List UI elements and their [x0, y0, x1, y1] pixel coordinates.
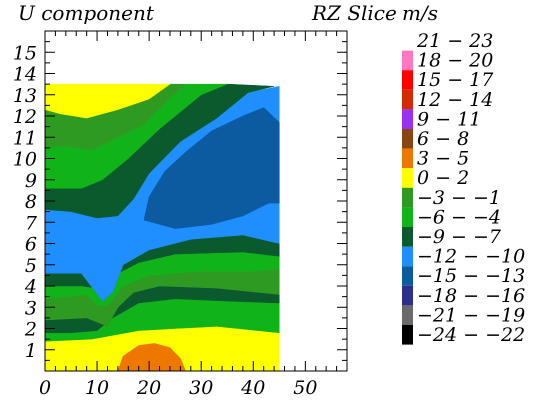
y-tick-label: 5 [25, 255, 37, 277]
legend-label: 15 − 17 [417, 69, 494, 91]
y-tick-label: 2 [24, 319, 37, 341]
legend-label: −15 − −13 [417, 265, 525, 287]
legend-label: 18 − 20 [417, 50, 493, 72]
axis-ticks [44, 31, 347, 371]
legend-swatch [402, 325, 413, 345]
y-tick-label: 8 [25, 191, 37, 213]
units-label: m/s [402, 1, 438, 25]
x-tick-label: 40 [240, 377, 265, 399]
legend-swatch [402, 109, 413, 129]
region-navy-pocket [143, 107, 280, 229]
slice-title: RZ Slice [311, 1, 397, 25]
y-tick-label: 12 [13, 106, 37, 128]
legend-label: −18 − −16 [417, 285, 525, 307]
y-tick-label: 9 [25, 170, 37, 192]
region-orange-core [117, 343, 186, 372]
legend-swatch [402, 305, 413, 325]
legend-swatch [402, 207, 413, 227]
legend-label: 6 − 8 [417, 128, 469, 150]
y-tick-label: 7 [25, 212, 38, 234]
legend-swatch [402, 31, 413, 51]
legend-swatch [402, 227, 413, 247]
legend-swatch [402, 129, 413, 149]
y-tick-label: 6 [25, 234, 37, 256]
x-tick-label: 0 [39, 377, 51, 399]
y-tick-label: 11 [13, 127, 37, 149]
legend-label: 9 − 11 [417, 108, 481, 130]
legend-swatch [402, 50, 413, 71]
x-tick-label: 20 [136, 377, 161, 399]
region-yellow-top [44, 83, 171, 119]
legend-label: 3 − 5 [417, 148, 469, 170]
chart-title: U component [18, 1, 155, 25]
legend-swatch [402, 285, 413, 306]
y-tick-label: 14 [13, 64, 37, 86]
legend-swatch [402, 89, 413, 110]
legend-swatch [402, 246, 413, 267]
y-tick-label: 13 [13, 85, 37, 107]
legend-label: −24 − −22 [417, 324, 525, 346]
y-tick-label: 1 [25, 340, 37, 362]
legend-swatch [402, 187, 413, 208]
y-tick-label: 3 [25, 297, 37, 319]
legend-label: −9 − −7 [417, 226, 502, 248]
legend-label: 21 − 23 [416, 30, 493, 52]
legend-label: −3 − −1 [417, 187, 501, 209]
y-tick-label: 4 [24, 276, 37, 298]
y-tick-label: 10 [13, 149, 37, 171]
legend-swatch [402, 70, 413, 90]
legend-label: 12 − 14 [417, 89, 493, 111]
legend-swatch [402, 266, 413, 286]
contour-regions [44, 83, 280, 372]
legend-label: −6 − −4 [417, 206, 501, 228]
legend-label: 0 − 2 [417, 167, 469, 189]
x-tick-label: 50 [293, 377, 317, 399]
legend-swatch [402, 148, 413, 169]
legend-swatch [402, 168, 413, 188]
legend-label: −21 − −19 [417, 304, 525, 326]
legend-label: −12 − −10 [417, 246, 525, 268]
y-tick-label: 15 [13, 42, 37, 64]
x-tick-label: 30 [189, 377, 213, 399]
x-tick-label: 10 [85, 377, 109, 399]
